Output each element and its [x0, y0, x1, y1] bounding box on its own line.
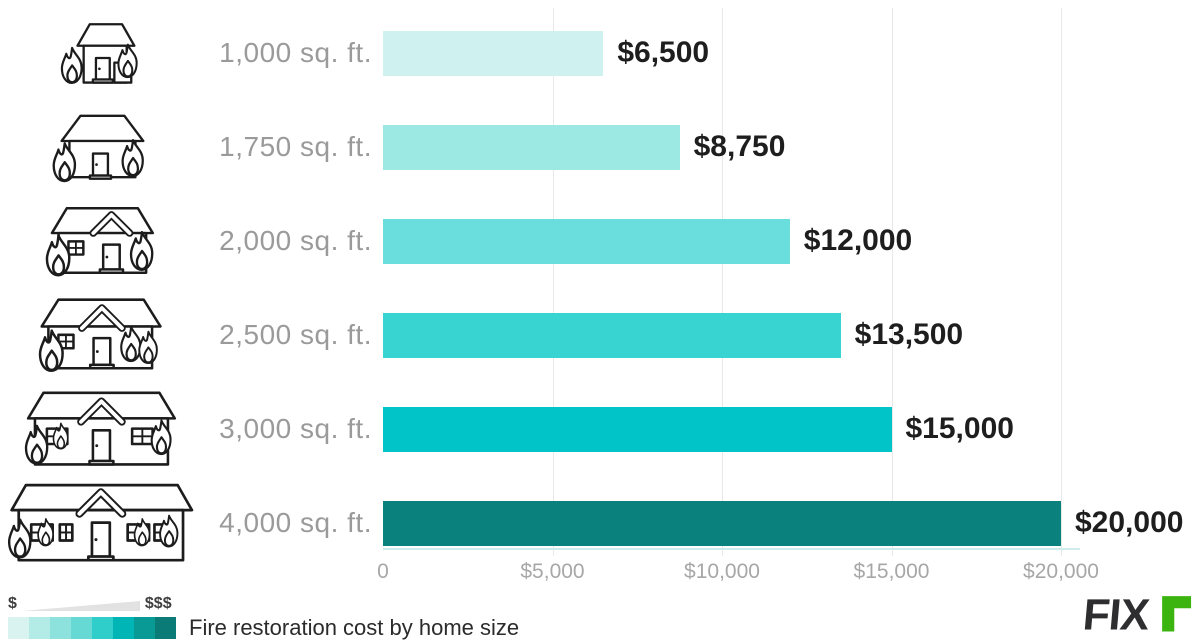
chart-row: 4,000 sq. ft. $20,000 [0, 476, 1200, 570]
bar-value-label: $12,000 [803, 224, 913, 257]
bar [383, 124, 680, 170]
bar-track: $6,500 [383, 30, 1061, 76]
chart-row: 1,000 sq. ft. $6,500 [0, 6, 1200, 100]
color-scale-swatch [29, 617, 50, 639]
x-tick-label: 0 [377, 560, 389, 583]
bar [383, 218, 790, 264]
bar-track: $20,000 [383, 500, 1183, 546]
legend-max-label: $$$ [144, 595, 172, 612]
burning-house-icon [0, 108, 208, 187]
x-tick-label: $5,000 [520, 560, 585, 583]
chart-row: 2,000 sq. ft. $12,000 [0, 194, 1200, 288]
color-scale-swatch [134, 617, 155, 639]
bar [383, 30, 604, 76]
bar [383, 406, 892, 452]
bar [383, 312, 841, 358]
x-tick-label: $10,000 [684, 560, 760, 583]
category-label: 1,000 sq. ft. [219, 37, 372, 68]
color-scale-swatch [92, 617, 113, 639]
fixr-logo-text: FIX [1081, 591, 1151, 640]
chart-row: 2,500 sq. ft. $13,500 [0, 288, 1200, 382]
legend-row: Fire restoration cost by home size [8, 615, 519, 640]
burning-house-icon [0, 200, 208, 283]
color-scale-swatch [8, 617, 29, 639]
fixr-logo-r-glyph [1162, 596, 1192, 632]
bar-track: $12,000 [383, 218, 1061, 264]
cost-scale-legend: $ $$$ Fire restoration cost by home size [8, 596, 519, 640]
burning-house-icon [0, 386, 208, 471]
burning-house-icon [0, 293, 208, 377]
color-scale-swatch [71, 617, 92, 639]
bar-track: $13,500 [383, 312, 1061, 358]
bar-value-label: $6,500 [617, 36, 710, 69]
legend-scale-labels: $ $$$ [8, 596, 519, 612]
cost-wedge-icon [21, 601, 140, 611]
chart-row: 1,750 sq. ft. $8,750 [0, 100, 1200, 194]
bar-value-label: $20,000 [1075, 506, 1184, 539]
chart-footer: $ $$$ Fire restoration cost by home size… [8, 586, 1192, 640]
fixr-logo: FIX [1080, 586, 1192, 640]
bar-value-label: $15,000 [905, 412, 1014, 445]
svg-text:FIX: FIX [1081, 591, 1151, 636]
color-scale-swatch [113, 617, 134, 639]
x-tick-label: $15,000 [853, 560, 930, 583]
color-scale-swatch [50, 617, 71, 639]
bar [383, 500, 1061, 546]
bar-value-label: $13,500 [854, 318, 964, 351]
x-axis-line [383, 548, 1080, 550]
bar-chart: 1,000 sq. ft. $6,500 1,750 sq. ft. $8,750 2,… [0, 6, 1200, 583]
category-label: 2,500 sq. ft. [219, 319, 372, 350]
color-scale-swatch [155, 617, 176, 639]
chart-title: Fire restoration cost by home size [189, 615, 520, 640]
category-label: 1,750 sq. ft. [219, 131, 372, 162]
x-tick-label: $20,000 [1023, 560, 1099, 583]
legend-min-label: $ [8, 595, 17, 612]
burning-house-icon [0, 478, 208, 567]
category-label: 2,000 sq. ft. [219, 225, 372, 256]
bar-track: $8,750 [383, 124, 1061, 170]
category-label: 3,000 sq. ft. [219, 413, 372, 444]
chart-rows: 1,000 sq. ft. $6,500 1,750 sq. ft. $8,750 2,… [0, 6, 1200, 570]
category-label: 4,000 sq. ft. [219, 507, 372, 538]
burning-house-icon [0, 15, 208, 92]
color-scale-strip [8, 617, 176, 639]
bar-value-label: $8,750 [693, 130, 786, 163]
bar-track: $15,000 [383, 406, 1061, 452]
chart-row: 3,000 sq. ft. $15,000 [0, 382, 1200, 476]
